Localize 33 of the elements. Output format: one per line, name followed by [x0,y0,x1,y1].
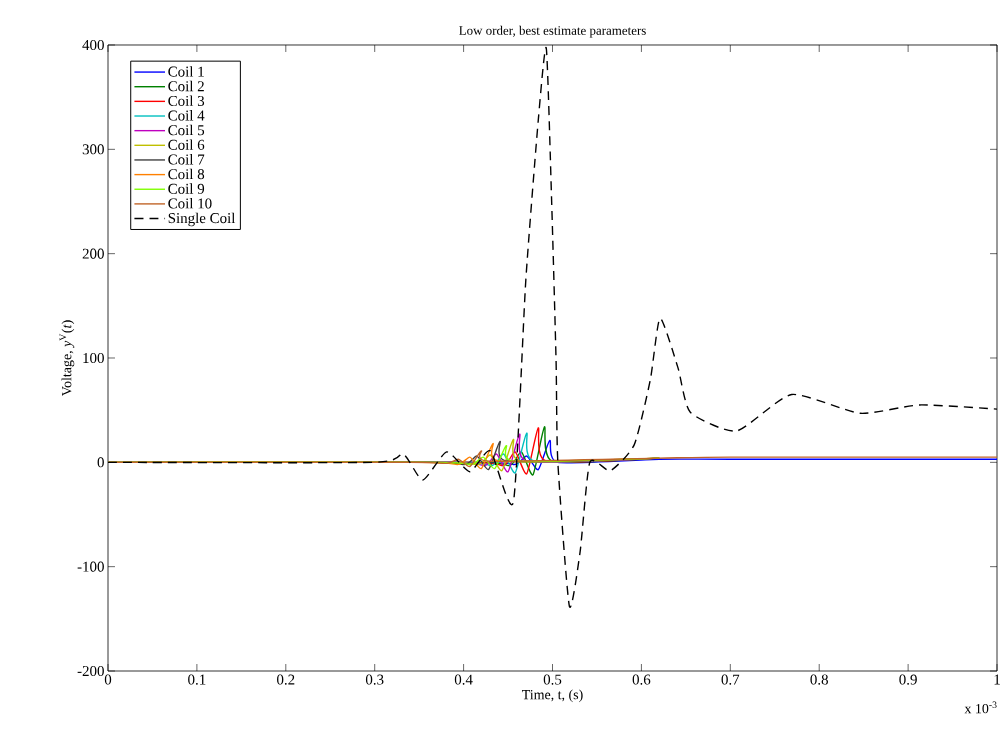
x-tick-label: 0 [104,674,112,685]
y-tick-label: 0 [97,457,104,468]
y-axis-title: Voltage, y$^{V}$(t) [59,320,75,397]
x-axis-title: Time, t, (s) [522,689,583,703]
x-tick-label: 0.1 [188,674,206,685]
x-tick-label: 1 [994,674,1000,685]
legend-label: Coil 2 [168,80,204,92]
y-tick-label: 300 [82,144,104,155]
legend-label: Coil 8 [168,168,205,180]
y-tick-label: -200 [77,665,104,677]
legend-label: Coil 5 [168,124,205,136]
x-tick-label: 0.5 [543,674,562,685]
text: x 10$^{-3}$ [964,701,997,714]
x-tick-label: 0.8 [810,674,828,685]
chart-title: Low order, best estimate parameters [459,25,646,38]
legend-label: Coil 3 [168,95,205,106]
x-tick-label: 0.6 [632,674,651,685]
legend-label: Coil 1 [168,66,204,77]
legend-label: Coil 10 [168,197,212,209]
y-tick-label: 200 [82,248,104,259]
legend-label: Coil 7 [168,154,205,165]
legend-label: Coil 6 [168,139,205,150]
x-tick-label: 0.4 [454,674,473,685]
x-tick-label: 0.7 [721,674,740,685]
x-tick-label: 0.9 [899,674,917,685]
legend-label: Coil 4 [168,110,205,121]
y-tick-label: 400 [82,39,104,51]
y-tick-label: -100 [77,561,104,572]
x-tick-label: 0.2 [277,674,295,685]
x-tick-label: 0.3 [365,674,384,685]
y-tick-label: 100 [83,352,104,364]
legend-label: Single Coil [168,212,236,227]
legend-label: Coil 9 [168,183,205,194]
